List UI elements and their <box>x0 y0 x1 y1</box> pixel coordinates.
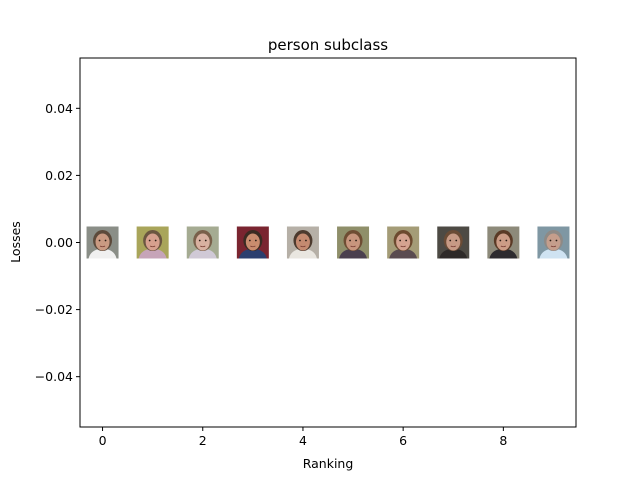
thumb-eye <box>104 239 107 242</box>
thumb-mouth <box>450 245 456 248</box>
thumb-shoulders <box>389 248 418 259</box>
x-tick-label: 8 <box>499 433 507 448</box>
face-thumbnail <box>437 226 470 259</box>
thumb-eye <box>355 239 357 242</box>
thumb-shoulders <box>188 248 217 259</box>
thumb-face <box>396 233 411 251</box>
thumb-shoulders <box>489 248 518 259</box>
thumb-shoulders <box>88 248 117 259</box>
thumb-mouth <box>300 245 306 248</box>
x-axis-label: Ranking <box>303 456 354 471</box>
thumb-mouth <box>350 245 356 248</box>
y-axis-label: Losses <box>8 221 23 263</box>
thumb-face <box>145 233 160 251</box>
x-tick-label: 2 <box>199 433 207 448</box>
face-thumbnail <box>136 226 169 259</box>
face-thumbnail <box>86 226 119 259</box>
thumb-shoulders <box>288 248 317 259</box>
thumb-mouth <box>200 245 206 248</box>
thumb-face <box>446 233 461 251</box>
thumb-face <box>546 233 561 251</box>
thumb-eye <box>349 239 351 242</box>
thumb-eye <box>455 239 458 242</box>
axis-ticks: 0 2 4 6 8 −0.04 −0.02 0.00 0.02 0.04 <box>35 101 508 448</box>
thumb-mouth <box>550 245 557 248</box>
face-thumbnail <box>286 226 319 259</box>
thumb-eye <box>549 239 552 242</box>
x-tick-label: 6 <box>399 433 407 448</box>
thumb-eye <box>555 239 558 242</box>
thumb-eye <box>505 239 508 242</box>
thumb-eye <box>254 239 257 242</box>
thumb-shoulders <box>339 248 368 259</box>
thumb-mouth <box>149 245 156 248</box>
thumb-eye <box>198 239 201 242</box>
x-tick-label: 0 <box>99 433 107 448</box>
face-thumbnail <box>387 226 420 259</box>
face-thumbnail <box>236 226 269 259</box>
thumb-face <box>245 233 260 251</box>
thumb-eye <box>305 239 307 242</box>
y-tick-label: 0.04 <box>45 101 73 116</box>
thumb-mouth <box>400 245 406 248</box>
thumb-shoulders <box>539 248 568 259</box>
thumb-eye <box>399 239 402 242</box>
thumb-eye <box>449 239 452 242</box>
thumb-eye <box>299 239 301 242</box>
thumb-mouth <box>250 245 256 248</box>
thumb-face <box>346 233 361 251</box>
thumb-shoulders <box>238 248 267 259</box>
thumb-mouth <box>500 245 507 248</box>
face-thumbnail <box>537 226 570 259</box>
thumb-face <box>295 233 310 251</box>
y-tick-label: −0.04 <box>35 369 73 384</box>
thumb-eye <box>499 239 502 242</box>
face-thumbnail <box>487 226 520 259</box>
face-markers <box>86 226 570 259</box>
thumb-shoulders <box>138 248 167 259</box>
thumb-face <box>496 233 511 251</box>
thumb-eye <box>248 239 251 242</box>
thumb-eye <box>204 239 207 242</box>
thumb-eye <box>98 239 101 242</box>
thumb-eye <box>154 239 157 242</box>
thumb-eye <box>405 239 408 242</box>
face-thumbnail <box>186 226 219 259</box>
thumb-face <box>95 233 110 251</box>
face-thumbnail <box>337 226 370 259</box>
thumb-eye <box>148 239 151 242</box>
chart-title: person subclass <box>268 36 388 54</box>
x-tick-label: 4 <box>299 433 307 448</box>
y-tick-label: −0.02 <box>35 302 73 317</box>
plot-frame <box>79 57 577 428</box>
thumb-shoulders <box>439 248 468 259</box>
thumb-mouth <box>99 245 106 248</box>
thumb-face <box>195 233 210 251</box>
y-tick-label: 0.00 <box>45 235 73 250</box>
y-tick-label: 0.02 <box>45 168 73 183</box>
